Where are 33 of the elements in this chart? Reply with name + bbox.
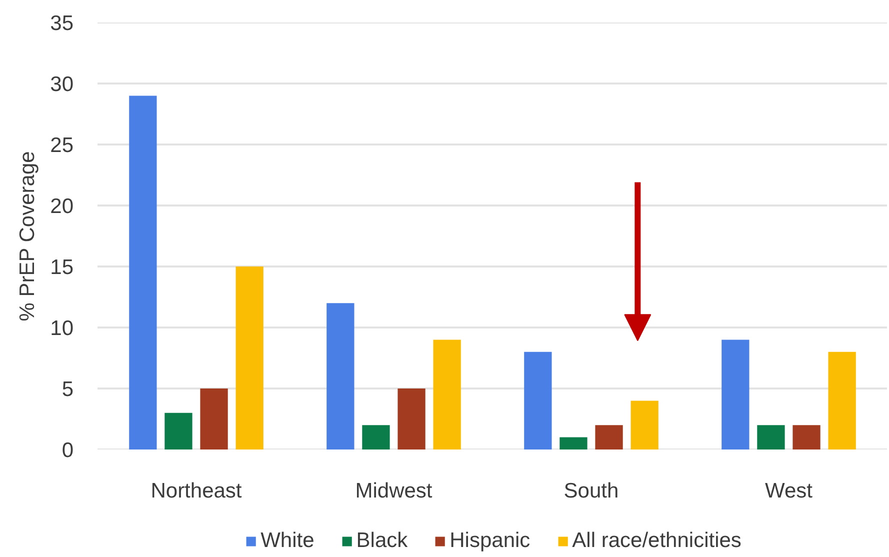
bar <box>433 340 461 450</box>
y-tick-label: 20 <box>50 195 74 218</box>
x-tick-label: Northeast <box>150 480 242 502</box>
legend-label: White <box>260 529 314 553</box>
y-tick-label: 25 <box>50 134 74 157</box>
legend-label: Black <box>356 529 408 553</box>
bar <box>200 388 228 450</box>
bar <box>722 340 750 450</box>
legend-label: All race/ethnicities <box>572 529 742 553</box>
bar <box>757 425 785 450</box>
x-tick-label: South <box>564 480 619 502</box>
bar <box>792 425 820 450</box>
y-axis-title: % PrEP Coverage <box>16 151 40 322</box>
legend-label: Hispanic <box>450 529 530 553</box>
bar <box>595 425 623 450</box>
y-tick-label: 35 <box>50 12 74 35</box>
bar <box>560 437 588 450</box>
y-tick-label: 30 <box>50 73 74 96</box>
bar <box>362 425 390 450</box>
y-tick-label: 10 <box>50 317 74 340</box>
bar <box>129 96 157 450</box>
bar <box>164 412 192 450</box>
bar <box>630 400 658 450</box>
y-tick-label: 15 <box>50 256 74 279</box>
bar <box>236 266 264 450</box>
y-tick-label: 5 <box>62 378 74 401</box>
bar <box>326 303 354 450</box>
x-tick-label: West <box>765 480 813 502</box>
bar <box>398 388 426 450</box>
x-tick-label: Midwest <box>355 480 432 502</box>
bar <box>828 352 856 450</box>
bar <box>524 352 552 450</box>
y-tick-label: 0 <box>62 439 74 462</box>
